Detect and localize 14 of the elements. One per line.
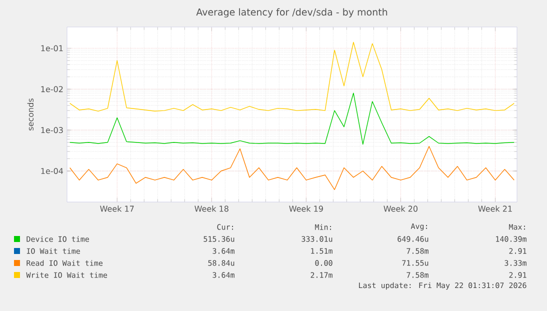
y-tick-label: 1e-01 xyxy=(41,45,63,52)
line-series xyxy=(69,146,514,190)
y-tick-label: 1e-04 xyxy=(41,168,64,174)
line-series xyxy=(69,92,514,145)
x-tick-label: Week 21 xyxy=(478,206,512,212)
line-series xyxy=(69,42,514,112)
x-tick-label: Week 20 xyxy=(384,206,418,212)
chart-title: Average latency for /dev/sda - by month xyxy=(196,8,388,18)
x-tick-label: Week 18 xyxy=(194,206,228,212)
y-axis-title: seconds xyxy=(27,98,34,130)
x-tick-label: Week 17 xyxy=(100,206,134,212)
y-tick-label: 1e-03 xyxy=(41,127,63,134)
y-tick-label: 1e-02 xyxy=(41,86,63,92)
x-tick-label: Week 19 xyxy=(289,206,323,212)
